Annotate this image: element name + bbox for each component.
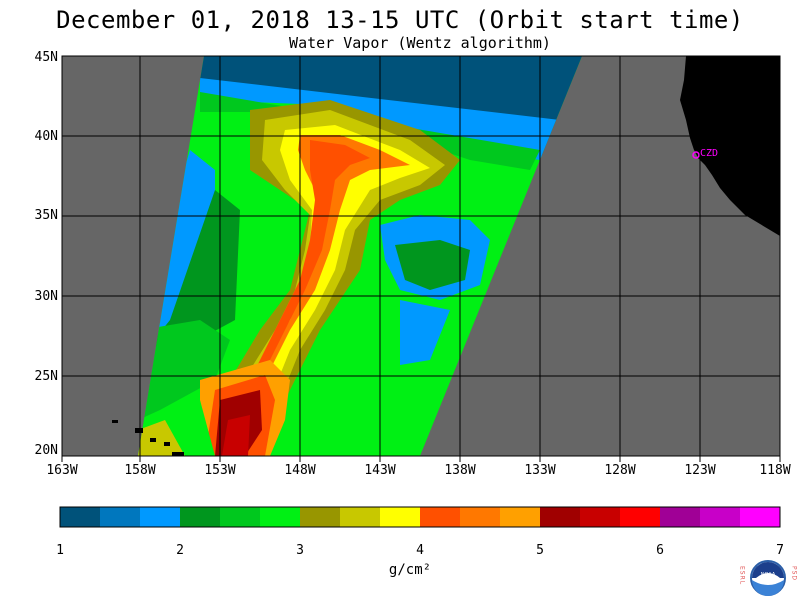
colorbar-swatch [140,507,181,527]
colorbar-swatch [540,507,581,527]
colorbar-swatch [580,507,621,527]
lon-label-128w: 128W [604,463,636,478]
lat-label-35n: 35N [34,208,58,223]
colorbar-swatch [740,507,781,527]
map-grid [62,56,780,456]
colorbar-swatch [300,507,341,527]
map-frame [61,55,781,457]
lat-label-30n: 30N [34,289,58,304]
colorbar-swatch [100,507,141,527]
lon-label-148w: 148W [284,463,316,478]
colorbar-swatch [620,507,661,527]
lon-label-158w: 158W [124,463,156,478]
chart-title: December 01, 2018 13-15 UTC (Orbit start… [56,6,744,34]
chart-subtitle: Water Vapor (Wentz algorithm) [289,34,551,52]
place-label: CZD [700,148,718,159]
colorbar-frame [59,506,781,528]
logo-right-text: PSD [791,566,798,581]
colorbar-label-1: 1 [56,543,64,558]
lon-label-153w: 153W [204,463,236,478]
colorbar-label-5: 5 [536,543,544,558]
lon-label-133w: 133W [524,463,556,478]
hawaiian-islands [112,420,184,456]
colorbar-swatch [500,507,541,527]
colorbar-label-7: 7 [776,543,784,558]
colorbar-label-6: 6 [656,543,664,558]
lon-label-163w: 163W [46,463,78,478]
lon-label-123w: 123W [684,463,716,478]
colorbar-swatch [220,507,261,527]
colorbar-label-3: 3 [296,543,304,558]
colorbar [60,507,781,527]
colorbar-swatch [60,507,101,527]
colorbar-swatch [420,507,461,527]
colorbar-swatch [660,507,701,527]
colorbar-units: g/cm² [388,562,432,578]
lat-label-40n: 40N [34,129,58,144]
place-marker-icon [692,151,700,159]
logo-center-text: NOAA [761,572,776,578]
noaa-logo-icon: NOAA ESRL PSD [739,560,798,596]
noaa-logo: NOAA ESRL PSD [738,556,798,600]
colorbar-label-2: 2 [176,543,184,558]
colorbar-swatch [460,507,501,527]
logo-left-text: ESRL [739,566,746,585]
lon-label-118w: 118W [759,463,791,478]
lat-label-20n: 20N [34,443,58,458]
colorbar-swatch [380,507,421,527]
colorbar-swatch [700,507,741,527]
colorbar-swatch [180,507,221,527]
axis-ticks [61,456,781,462]
lat-label-45n: 45N [34,50,58,65]
north-america-land [680,56,780,236]
colorbar-swatch [340,507,381,527]
colorbar-swatch [260,507,301,527]
lat-label-25n: 25N [34,369,58,384]
lon-label-143w: 143W [364,463,396,478]
lon-label-138w: 138W [444,463,476,478]
colorbar-label-4: 4 [416,543,424,558]
